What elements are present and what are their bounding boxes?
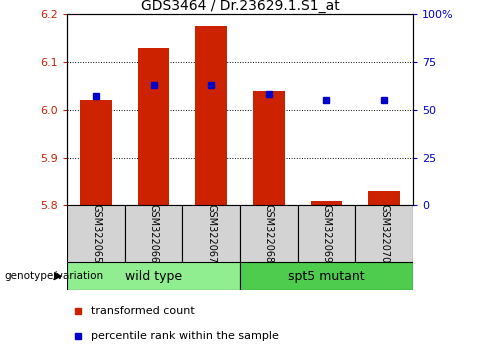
Bar <box>138 48 169 205</box>
Bar <box>67 205 125 262</box>
Text: spt5 mutant: spt5 mutant <box>288 270 365 282</box>
Bar <box>240 205 298 262</box>
Text: transformed count: transformed count <box>91 306 195 316</box>
Bar <box>125 205 182 262</box>
Title: GDS3464 / Dr.23629.1.S1_at: GDS3464 / Dr.23629.1.S1_at <box>141 0 339 13</box>
Text: GSM322069: GSM322069 <box>322 204 331 263</box>
Bar <box>240 262 413 290</box>
Text: GSM322065: GSM322065 <box>91 204 101 263</box>
Bar <box>80 100 112 205</box>
Bar <box>253 91 285 205</box>
Bar <box>182 205 240 262</box>
Text: genotype/variation: genotype/variation <box>5 271 104 281</box>
Text: GSM322068: GSM322068 <box>264 204 274 263</box>
Text: percentile rank within the sample: percentile rank within the sample <box>91 331 279 341</box>
Text: ▶: ▶ <box>54 271 62 281</box>
Bar <box>311 201 342 205</box>
Text: GSM322070: GSM322070 <box>379 204 389 263</box>
Bar <box>298 205 355 262</box>
Text: wild type: wild type <box>125 270 182 282</box>
Bar <box>195 26 227 205</box>
Bar <box>368 191 400 205</box>
Bar <box>67 262 240 290</box>
Bar <box>355 205 413 262</box>
Text: GSM322067: GSM322067 <box>206 204 216 263</box>
Text: GSM322066: GSM322066 <box>149 204 158 263</box>
